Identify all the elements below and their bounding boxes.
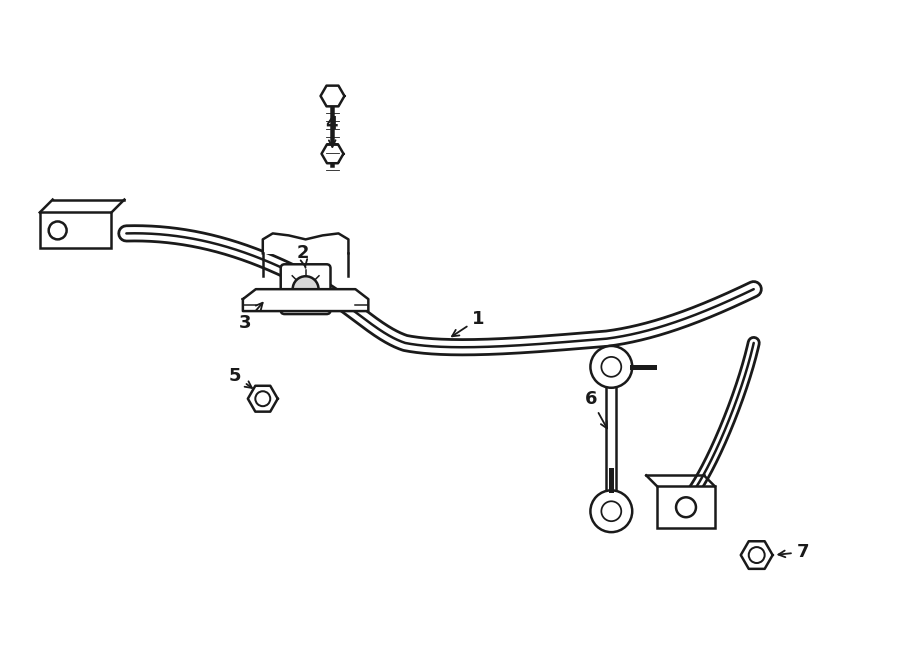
FancyBboxPatch shape <box>281 264 330 314</box>
Polygon shape <box>741 541 772 569</box>
Polygon shape <box>243 289 368 311</box>
Text: 7: 7 <box>778 543 809 561</box>
Text: 4: 4 <box>326 115 338 147</box>
Circle shape <box>49 221 67 239</box>
Polygon shape <box>263 233 348 253</box>
Polygon shape <box>248 386 278 412</box>
Circle shape <box>601 501 621 521</box>
Polygon shape <box>320 86 345 106</box>
Polygon shape <box>321 144 344 163</box>
Text: 1: 1 <box>452 310 484 336</box>
FancyBboxPatch shape <box>40 212 112 249</box>
Text: 5: 5 <box>229 367 252 388</box>
Circle shape <box>590 346 632 388</box>
Circle shape <box>590 490 632 532</box>
Circle shape <box>256 391 270 406</box>
Circle shape <box>601 357 621 377</box>
Circle shape <box>676 497 696 517</box>
Text: 6: 6 <box>584 390 607 428</box>
Text: 3: 3 <box>238 303 263 332</box>
Text: 2: 2 <box>296 245 309 268</box>
Circle shape <box>292 276 319 302</box>
Circle shape <box>749 547 765 563</box>
FancyBboxPatch shape <box>657 486 715 528</box>
